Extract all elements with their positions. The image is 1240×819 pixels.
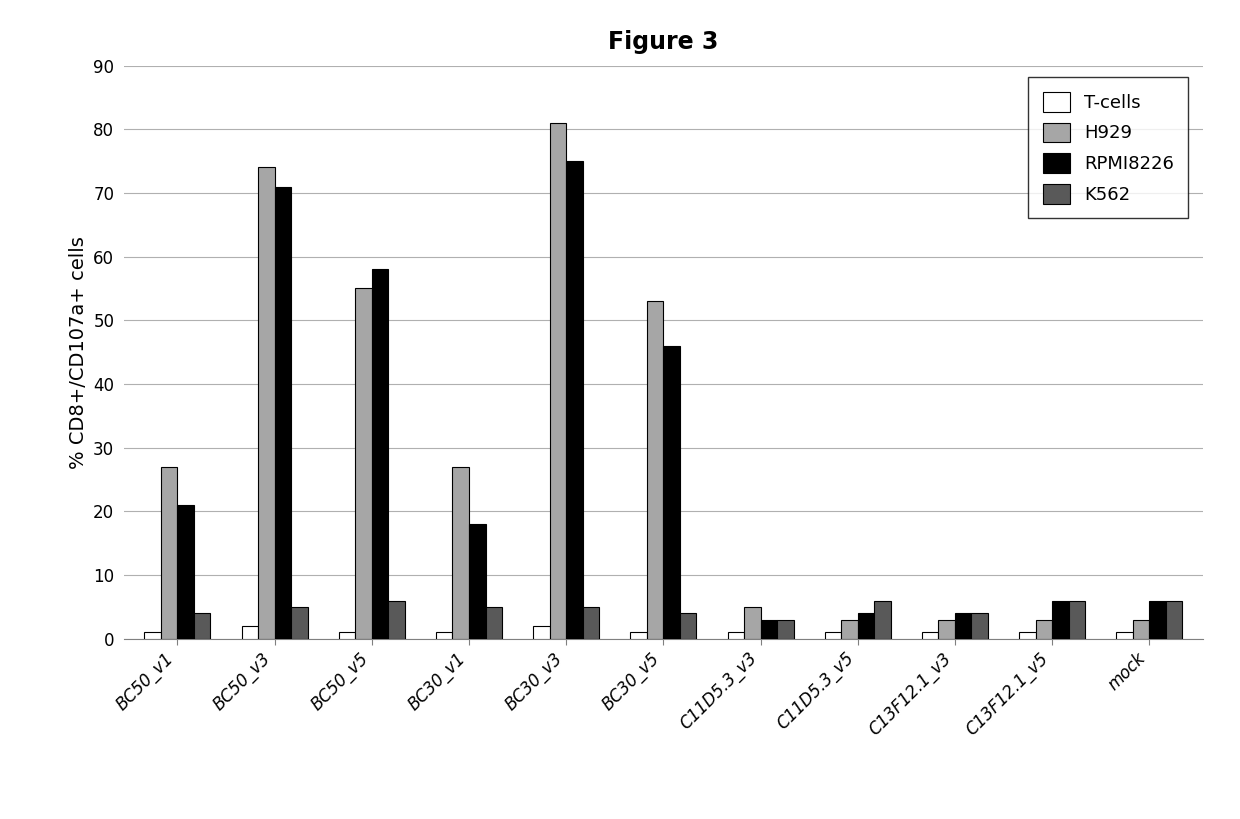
Bar <box>1069 600 1085 639</box>
Bar <box>567 161 583 639</box>
Bar <box>939 620 955 639</box>
Bar <box>955 613 971 639</box>
Y-axis label: % CD8+/CD107a+ cells: % CD8+/CD107a+ cells <box>68 236 88 468</box>
Bar <box>744 607 760 639</box>
Bar <box>760 620 777 639</box>
Legend: T-cells, H929, RPMI8226, K562: T-cells, H929, RPMI8226, K562 <box>1028 78 1188 219</box>
Bar <box>583 607 599 639</box>
Bar <box>663 346 680 639</box>
Bar <box>841 620 858 639</box>
Bar <box>486 607 502 639</box>
Bar <box>339 632 356 639</box>
Bar <box>258 167 274 639</box>
Bar <box>469 524 486 639</box>
Bar <box>921 632 939 639</box>
Bar <box>242 626 258 639</box>
Bar <box>728 632 744 639</box>
Bar <box>1149 600 1166 639</box>
Bar <box>144 632 161 639</box>
Bar <box>161 467 177 639</box>
Bar <box>825 632 841 639</box>
Bar <box>274 187 291 639</box>
Bar <box>453 467 469 639</box>
Bar <box>777 620 794 639</box>
Bar <box>533 626 549 639</box>
Bar <box>971 613 988 639</box>
Bar <box>1035 620 1053 639</box>
Bar <box>1053 600 1069 639</box>
Bar <box>388 600 405 639</box>
Bar <box>356 288 372 639</box>
Bar <box>549 123 567 639</box>
Title: Figure 3: Figure 3 <box>608 29 719 54</box>
Bar <box>647 301 663 639</box>
Bar <box>1019 632 1035 639</box>
Bar <box>680 613 697 639</box>
Bar <box>1116 632 1133 639</box>
Bar <box>436 632 453 639</box>
Bar <box>858 613 874 639</box>
Bar <box>177 505 193 639</box>
Bar <box>1166 600 1183 639</box>
Bar <box>291 607 308 639</box>
Bar <box>1133 620 1149 639</box>
Bar <box>372 269 388 639</box>
Bar <box>874 600 890 639</box>
Bar <box>630 632 647 639</box>
Bar <box>193 613 211 639</box>
